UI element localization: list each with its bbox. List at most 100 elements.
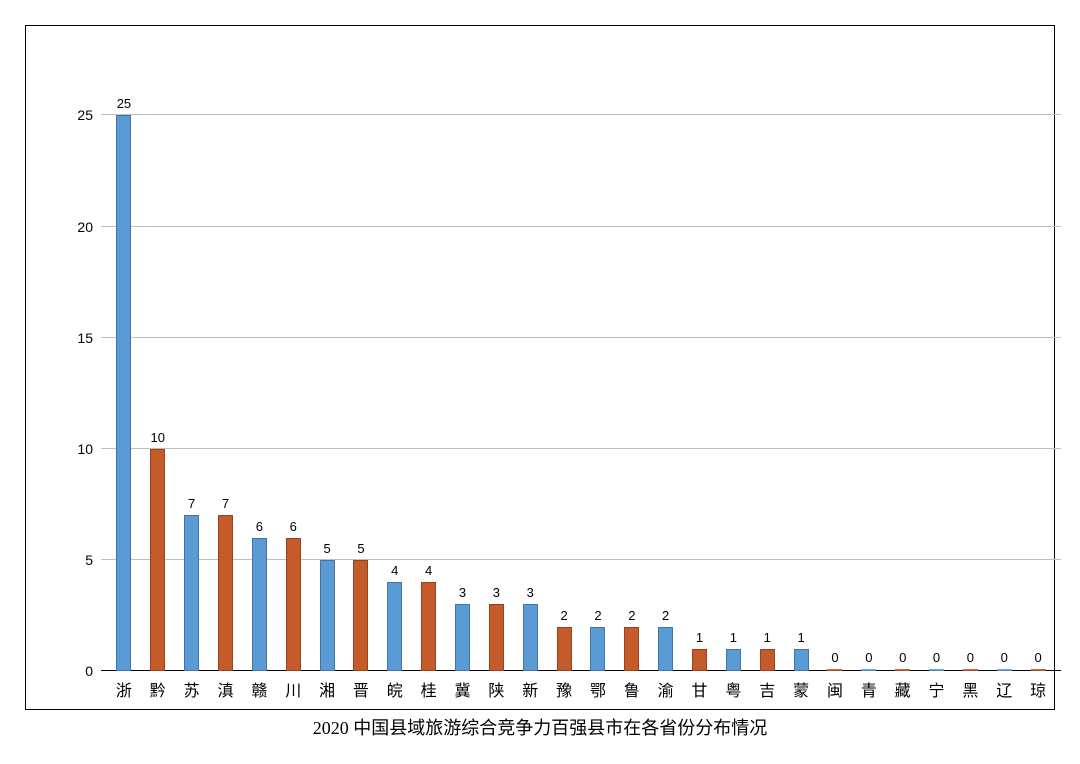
bar [150,449,165,671]
bar [353,560,368,671]
x-tick-label: 赣 [251,677,267,701]
plot-area: 0510152025 25浙10黔7苏7滇6赣6川5湘5晋4皖4桂3冀3陕3新2… [101,71,1061,671]
bar-slot: 0闽 [818,71,852,671]
bar [184,515,199,671]
x-tick-label: 黔 [150,677,166,701]
x-tick-label: 苏 [184,677,200,701]
bar-value-label: 2 [560,608,567,623]
bar [895,669,910,671]
bar [760,649,775,671]
bar [726,649,741,671]
bar-value-label: 6 [256,519,263,534]
bar [455,604,470,671]
bar-slot: 1甘 [683,71,717,671]
y-tick-label: 20 [77,219,93,235]
bar-value-label: 25 [117,96,131,111]
bar-value-label: 0 [865,650,872,665]
bar-slot: 0藏 [886,71,920,671]
bar-value-label: 0 [933,650,940,665]
bar-value-label: 5 [323,541,330,556]
bar [1031,669,1046,671]
x-tick-label: 吉 [759,677,775,701]
x-tick-label: 黑 [962,677,978,701]
bar-value-label: 10 [151,430,165,445]
bar-value-label: 0 [1035,650,1042,665]
bar-value-label: 3 [493,585,500,600]
bar-value-label: 0 [967,650,974,665]
bar [590,627,605,671]
bar-slot: 10黔 [141,71,175,671]
bar-slot: 2鄂 [581,71,615,671]
bar [218,515,233,671]
y-tick-label: 15 [77,330,93,346]
bar-value-label: 3 [527,585,534,600]
bar-value-label: 5 [357,541,364,556]
bar-value-label: 4 [425,563,432,578]
bar [861,669,876,671]
bar-value-label: 6 [290,519,297,534]
chart-frame: 0510152025 25浙10黔7苏7滇6赣6川5湘5晋4皖4桂3冀3陕3新2… [25,25,1055,710]
bar-value-label: 0 [831,650,838,665]
bar-slot: 2豫 [547,71,581,671]
bar-value-label: 7 [222,496,229,511]
x-tick-label: 辽 [996,677,1012,701]
bar [116,115,131,671]
bar-slot: 1粤 [716,71,750,671]
bars-container: 25浙10黔7苏7滇6赣6川5湘5晋4皖4桂3冀3陕3新2豫2鄂2鲁2渝1甘1粤… [101,71,1061,671]
x-tick-label: 宁 [929,677,945,701]
bar [489,604,504,671]
bar-slot: 3陕 [479,71,513,671]
bar-slot: 0琼 [1021,71,1055,671]
bar-value-label: 1 [797,630,804,645]
bar-value-label: 3 [459,585,466,600]
bar-value-label: 7 [188,496,195,511]
bar [320,560,335,671]
y-tick-label: 10 [77,441,93,457]
bar-slot: 3冀 [446,71,480,671]
y-tick-label: 0 [85,663,93,679]
bar-slot: 5晋 [344,71,378,671]
bar-slot: 7苏 [175,71,209,671]
x-tick-label: 藏 [895,677,911,701]
bar [252,538,267,671]
bar-slot: 1吉 [750,71,784,671]
x-tick-label: 湘 [319,677,335,701]
x-tick-label: 新 [522,677,538,701]
bar [963,669,978,671]
bar [557,627,572,671]
bar [624,627,639,671]
x-tick-label: 渝 [658,677,674,701]
x-tick-label: 蒙 [793,677,809,701]
bar-slot: 0辽 [987,71,1021,671]
bar [387,582,402,671]
x-tick-label: 闽 [827,677,843,701]
x-tick-label: 鄂 [590,677,606,701]
bar-slot: 6川 [276,71,310,671]
x-tick-label: 豫 [556,677,572,701]
bar-slot: 25浙 [107,71,141,671]
bar-value-label: 1 [730,630,737,645]
chart-caption: 2020 中国县域旅游综合竞争力百强县市在各省份分布情况 [0,714,1080,740]
bar-slot: 7滇 [209,71,243,671]
bar-value-label: 1 [764,630,771,645]
bar-slot: 0黑 [953,71,987,671]
bar-slot: 1蒙 [784,71,818,671]
x-tick-label: 陕 [488,677,504,701]
bar-value-label: 2 [662,608,669,623]
bar [286,538,301,671]
x-tick-label: 琼 [1030,677,1046,701]
bar-value-label: 4 [391,563,398,578]
bar-slot: 3新 [513,71,547,671]
bar [827,669,842,671]
x-tick-label: 粤 [725,677,741,701]
x-tick-label: 晋 [353,677,369,701]
bar [658,627,673,671]
bar [794,649,809,671]
x-tick-label: 川 [285,677,301,701]
x-tick-label: 浙 [116,677,132,701]
bar-value-label: 2 [628,608,635,623]
x-tick-label: 皖 [387,677,403,701]
bar [421,582,436,671]
y-tick-label: 25 [77,107,93,123]
bar-slot: 2鲁 [615,71,649,671]
